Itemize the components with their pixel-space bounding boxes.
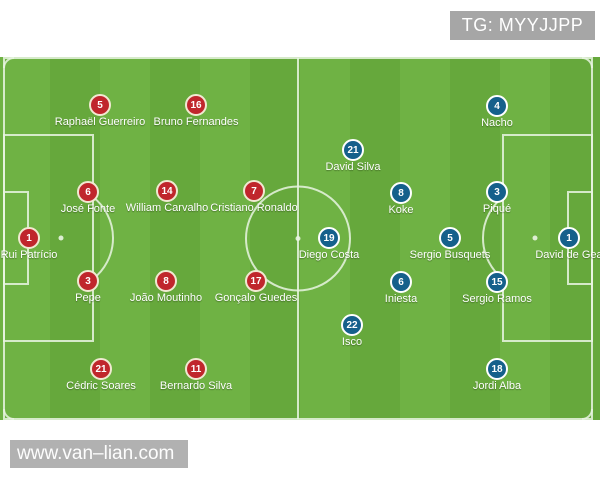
player-number-badge: 3 xyxy=(77,270,99,292)
right-penalty-arc xyxy=(481,196,504,280)
player-number-badge: 6 xyxy=(390,271,412,293)
player-number-badge: 21 xyxy=(90,358,112,380)
player-name-label: José Fonte xyxy=(60,203,116,215)
player-name-label: William Carvalho xyxy=(125,202,209,214)
player-number-badge: 21 xyxy=(342,139,364,161)
player-name-label: Isco xyxy=(341,336,363,348)
corner-arc-top-right xyxy=(581,57,593,69)
center-spot xyxy=(295,236,301,241)
player-name-label: Iniesta xyxy=(384,293,418,305)
player-number-badge: 8 xyxy=(390,182,412,204)
watermark: www.van–lian.com xyxy=(10,440,188,468)
player-name-label: Raphaël Guerreiro xyxy=(54,116,146,128)
player-number-badge: 6 xyxy=(77,181,99,203)
match-tag-label: TG: MYYJJPP xyxy=(461,15,584,35)
pitch-markings xyxy=(3,57,593,420)
player-name-label: Bruno Fernandes xyxy=(153,116,239,128)
player-name-label: Diego Costa xyxy=(298,249,360,261)
player-number-badge: 11 xyxy=(185,358,207,380)
player-number-badge: 17 xyxy=(245,270,267,292)
player-name-label: Koke xyxy=(388,204,414,216)
player-name-label: Pepe xyxy=(75,292,101,304)
corner-arc-bottom-left xyxy=(3,408,15,420)
player-number-badge: 4 xyxy=(486,95,508,117)
left-penalty-spot xyxy=(58,235,64,241)
player-number-badge: 14 xyxy=(156,180,178,202)
corner-arc-top-left xyxy=(3,57,15,69)
watermark-text: www.van–lian.com xyxy=(17,443,175,464)
player-number-badge: 19 xyxy=(318,227,340,249)
player-name-label: Cristiano Ronaldo xyxy=(210,202,298,214)
player-number-badge: 3 xyxy=(486,181,508,203)
player-number-badge: 16 xyxy=(185,94,207,116)
player-number-badge: 7 xyxy=(243,180,265,202)
player-name-label: David de Gea xyxy=(535,249,600,261)
match-tag: TG: MYYJJPP xyxy=(450,11,595,40)
left-penalty-arc xyxy=(92,196,115,280)
player-name-label: Cédric Soares xyxy=(66,380,136,392)
player-name-label: Bernardo Silva xyxy=(159,380,233,392)
player-number-badge: 15 xyxy=(486,271,508,293)
player-number-badge: 5 xyxy=(89,94,111,116)
center-circle xyxy=(245,185,351,292)
corner-arc-bottom-right xyxy=(581,408,593,420)
player-name-label: Gonçalo Guedes xyxy=(214,292,298,304)
player-number-badge: 1 xyxy=(18,227,40,249)
player-number-badge: 1 xyxy=(558,227,580,249)
player-number-badge: 8 xyxy=(155,270,177,292)
right-penalty-spot xyxy=(532,235,538,241)
player-number-badge: 5 xyxy=(439,227,461,249)
player-name-label: Piqué xyxy=(482,203,512,215)
player-number-badge: 22 xyxy=(341,314,363,336)
player-name-label: Sergio Busquets xyxy=(409,249,491,261)
player-number-badge: 18 xyxy=(486,358,508,380)
player-name-label: Nacho xyxy=(481,117,513,129)
player-name-label: João Moutinho xyxy=(129,292,203,304)
player-name-label: Rui Patrício xyxy=(0,249,58,261)
player-name-label: David Silva xyxy=(325,161,381,173)
player-name-label: Jordi Alba xyxy=(472,380,522,392)
player-name-label: Sergio Ramos xyxy=(462,293,532,305)
